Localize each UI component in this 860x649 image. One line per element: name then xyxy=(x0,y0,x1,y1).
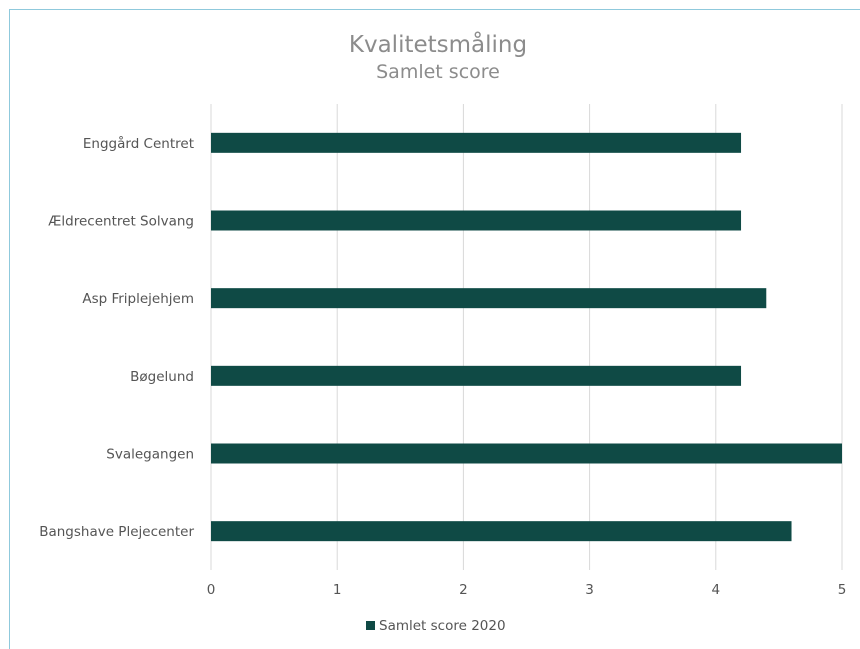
x-tick-label: 3 xyxy=(585,582,594,598)
bar-chart: Kvalitetsmåling Samlet score Enggård Cen… xyxy=(39,30,847,634)
bar xyxy=(211,288,767,309)
bar xyxy=(211,132,742,153)
bar xyxy=(211,521,792,542)
bars xyxy=(211,132,842,542)
x-tick-label: 0 xyxy=(207,582,216,598)
x-tick-label: 5 xyxy=(838,582,847,598)
bar xyxy=(211,443,842,464)
bar xyxy=(211,365,742,386)
chart-title: Kvalitetsmåling xyxy=(349,30,527,58)
legend: Samlet score 2020 xyxy=(366,618,506,634)
legend-label: Samlet score 2020 xyxy=(379,618,506,634)
gridlines xyxy=(210,104,843,570)
legend-swatch xyxy=(366,621,375,630)
chart-frame xyxy=(9,9,860,649)
category-label: Bøgelund xyxy=(130,369,194,385)
category-label: Svalegangen xyxy=(106,447,194,463)
category-label: Bangshave Plejecenter xyxy=(39,524,194,540)
category-labels: Enggård Centret Ældrecentret Solvang Asp F… xyxy=(39,135,194,540)
category-label: Ældrecentret Solvang xyxy=(48,214,194,230)
x-tick-label: 2 xyxy=(459,582,468,598)
chart-subtitle: Samlet score xyxy=(376,61,500,83)
category-label: Enggård Centret xyxy=(83,135,194,152)
x-axis-ticks: 0 1 2 3 4 5 xyxy=(207,582,847,598)
category-label: Asp Friplejehjem xyxy=(82,291,194,307)
bar xyxy=(211,210,742,231)
x-tick-label: 1 xyxy=(333,582,342,598)
x-tick-label: 4 xyxy=(712,582,721,598)
